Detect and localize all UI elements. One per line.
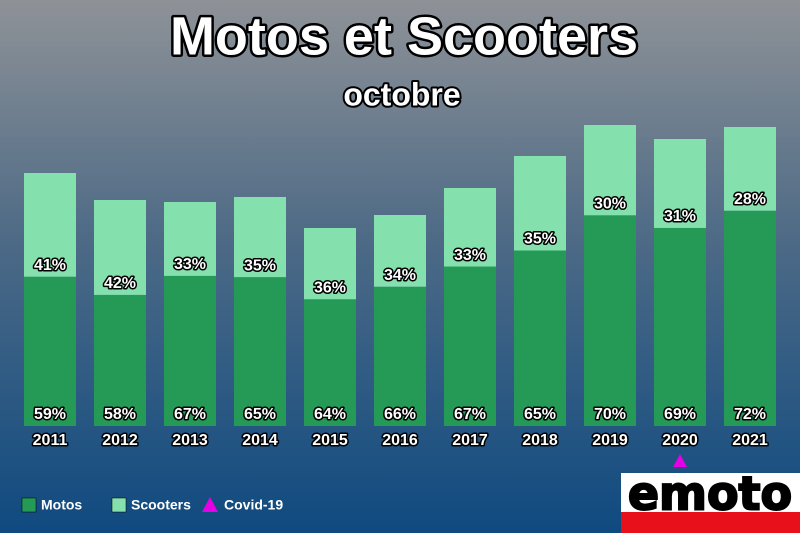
bar-segment bbox=[164, 275, 216, 426]
bar-segment bbox=[724, 210, 776, 426]
value-label: 33% bbox=[174, 256, 206, 273]
value-label: 64% bbox=[314, 406, 346, 423]
bar-segment bbox=[24, 173, 76, 277]
bar-segment bbox=[94, 200, 146, 295]
bar-segment bbox=[584, 125, 636, 216]
x-tick-label: 2020 bbox=[662, 432, 698, 449]
bar-segment bbox=[514, 250, 566, 426]
x-tick-label: 2014 bbox=[242, 432, 278, 449]
x-tick-label: 2019 bbox=[592, 432, 628, 449]
x-tick-label: 2017 bbox=[452, 432, 488, 449]
bar-segment bbox=[304, 228, 356, 300]
bar-segment bbox=[304, 299, 356, 426]
value-label: 33% bbox=[454, 247, 486, 264]
value-label: 42% bbox=[104, 275, 136, 292]
bar-segment bbox=[24, 276, 76, 426]
value-label: 70% bbox=[594, 406, 626, 423]
bar-segment bbox=[164, 202, 216, 276]
x-tick-label: 2012 bbox=[102, 432, 138, 449]
bar-segment bbox=[234, 277, 286, 426]
value-label: 28% bbox=[734, 191, 766, 208]
x-tick-label: 2021 bbox=[732, 432, 768, 449]
value-label: 41% bbox=[34, 257, 66, 274]
x-tick-label: 2015 bbox=[312, 432, 348, 449]
legend-label: Covid-19 bbox=[224, 497, 283, 513]
x-tick-label: 2018 bbox=[522, 432, 558, 449]
bar-segment bbox=[444, 188, 496, 267]
legend-swatch bbox=[111, 497, 127, 513]
bar-segment bbox=[94, 294, 146, 426]
chart-title: Motos et Scooters bbox=[170, 6, 638, 66]
bar-segment bbox=[444, 266, 496, 426]
value-label: 30% bbox=[594, 196, 626, 213]
logo: emoto bbox=[628, 467, 792, 521]
bar-segment bbox=[374, 215, 426, 287]
legend-marker bbox=[202, 497, 218, 512]
value-label: 65% bbox=[244, 406, 276, 423]
x-tick-label: 2013 bbox=[172, 432, 208, 449]
value-label: 36% bbox=[314, 279, 346, 296]
value-label: 58% bbox=[104, 406, 136, 423]
value-label: 35% bbox=[524, 231, 556, 248]
annotation-marker bbox=[673, 454, 687, 467]
legend-swatch bbox=[21, 497, 37, 513]
value-label: 67% bbox=[174, 406, 206, 423]
bar-segment bbox=[514, 156, 566, 251]
value-label: 31% bbox=[664, 208, 696, 225]
bar-segment bbox=[654, 139, 706, 228]
bar-segment bbox=[584, 215, 636, 426]
logo-stripe bbox=[621, 512, 800, 533]
value-label: 59% bbox=[34, 406, 66, 423]
bar-segment bbox=[374, 286, 426, 426]
value-label: 34% bbox=[384, 267, 416, 284]
value-label: 35% bbox=[244, 257, 276, 274]
legend-label: Scooters bbox=[131, 497, 191, 513]
value-label: 67% bbox=[454, 406, 486, 423]
bar-segment bbox=[234, 197, 286, 278]
value-label: 69% bbox=[664, 406, 696, 423]
chart-subtitle: octobre bbox=[343, 76, 460, 112]
bar-segment bbox=[654, 227, 706, 426]
x-tick-label: 2016 bbox=[382, 432, 418, 449]
bar-segment bbox=[724, 127, 776, 211]
value-label: 66% bbox=[384, 406, 416, 423]
value-label: 65% bbox=[524, 406, 556, 423]
value-label: 72% bbox=[734, 406, 766, 423]
x-tick-label: 2011 bbox=[33, 432, 68, 449]
legend-label: Motos bbox=[41, 497, 82, 513]
